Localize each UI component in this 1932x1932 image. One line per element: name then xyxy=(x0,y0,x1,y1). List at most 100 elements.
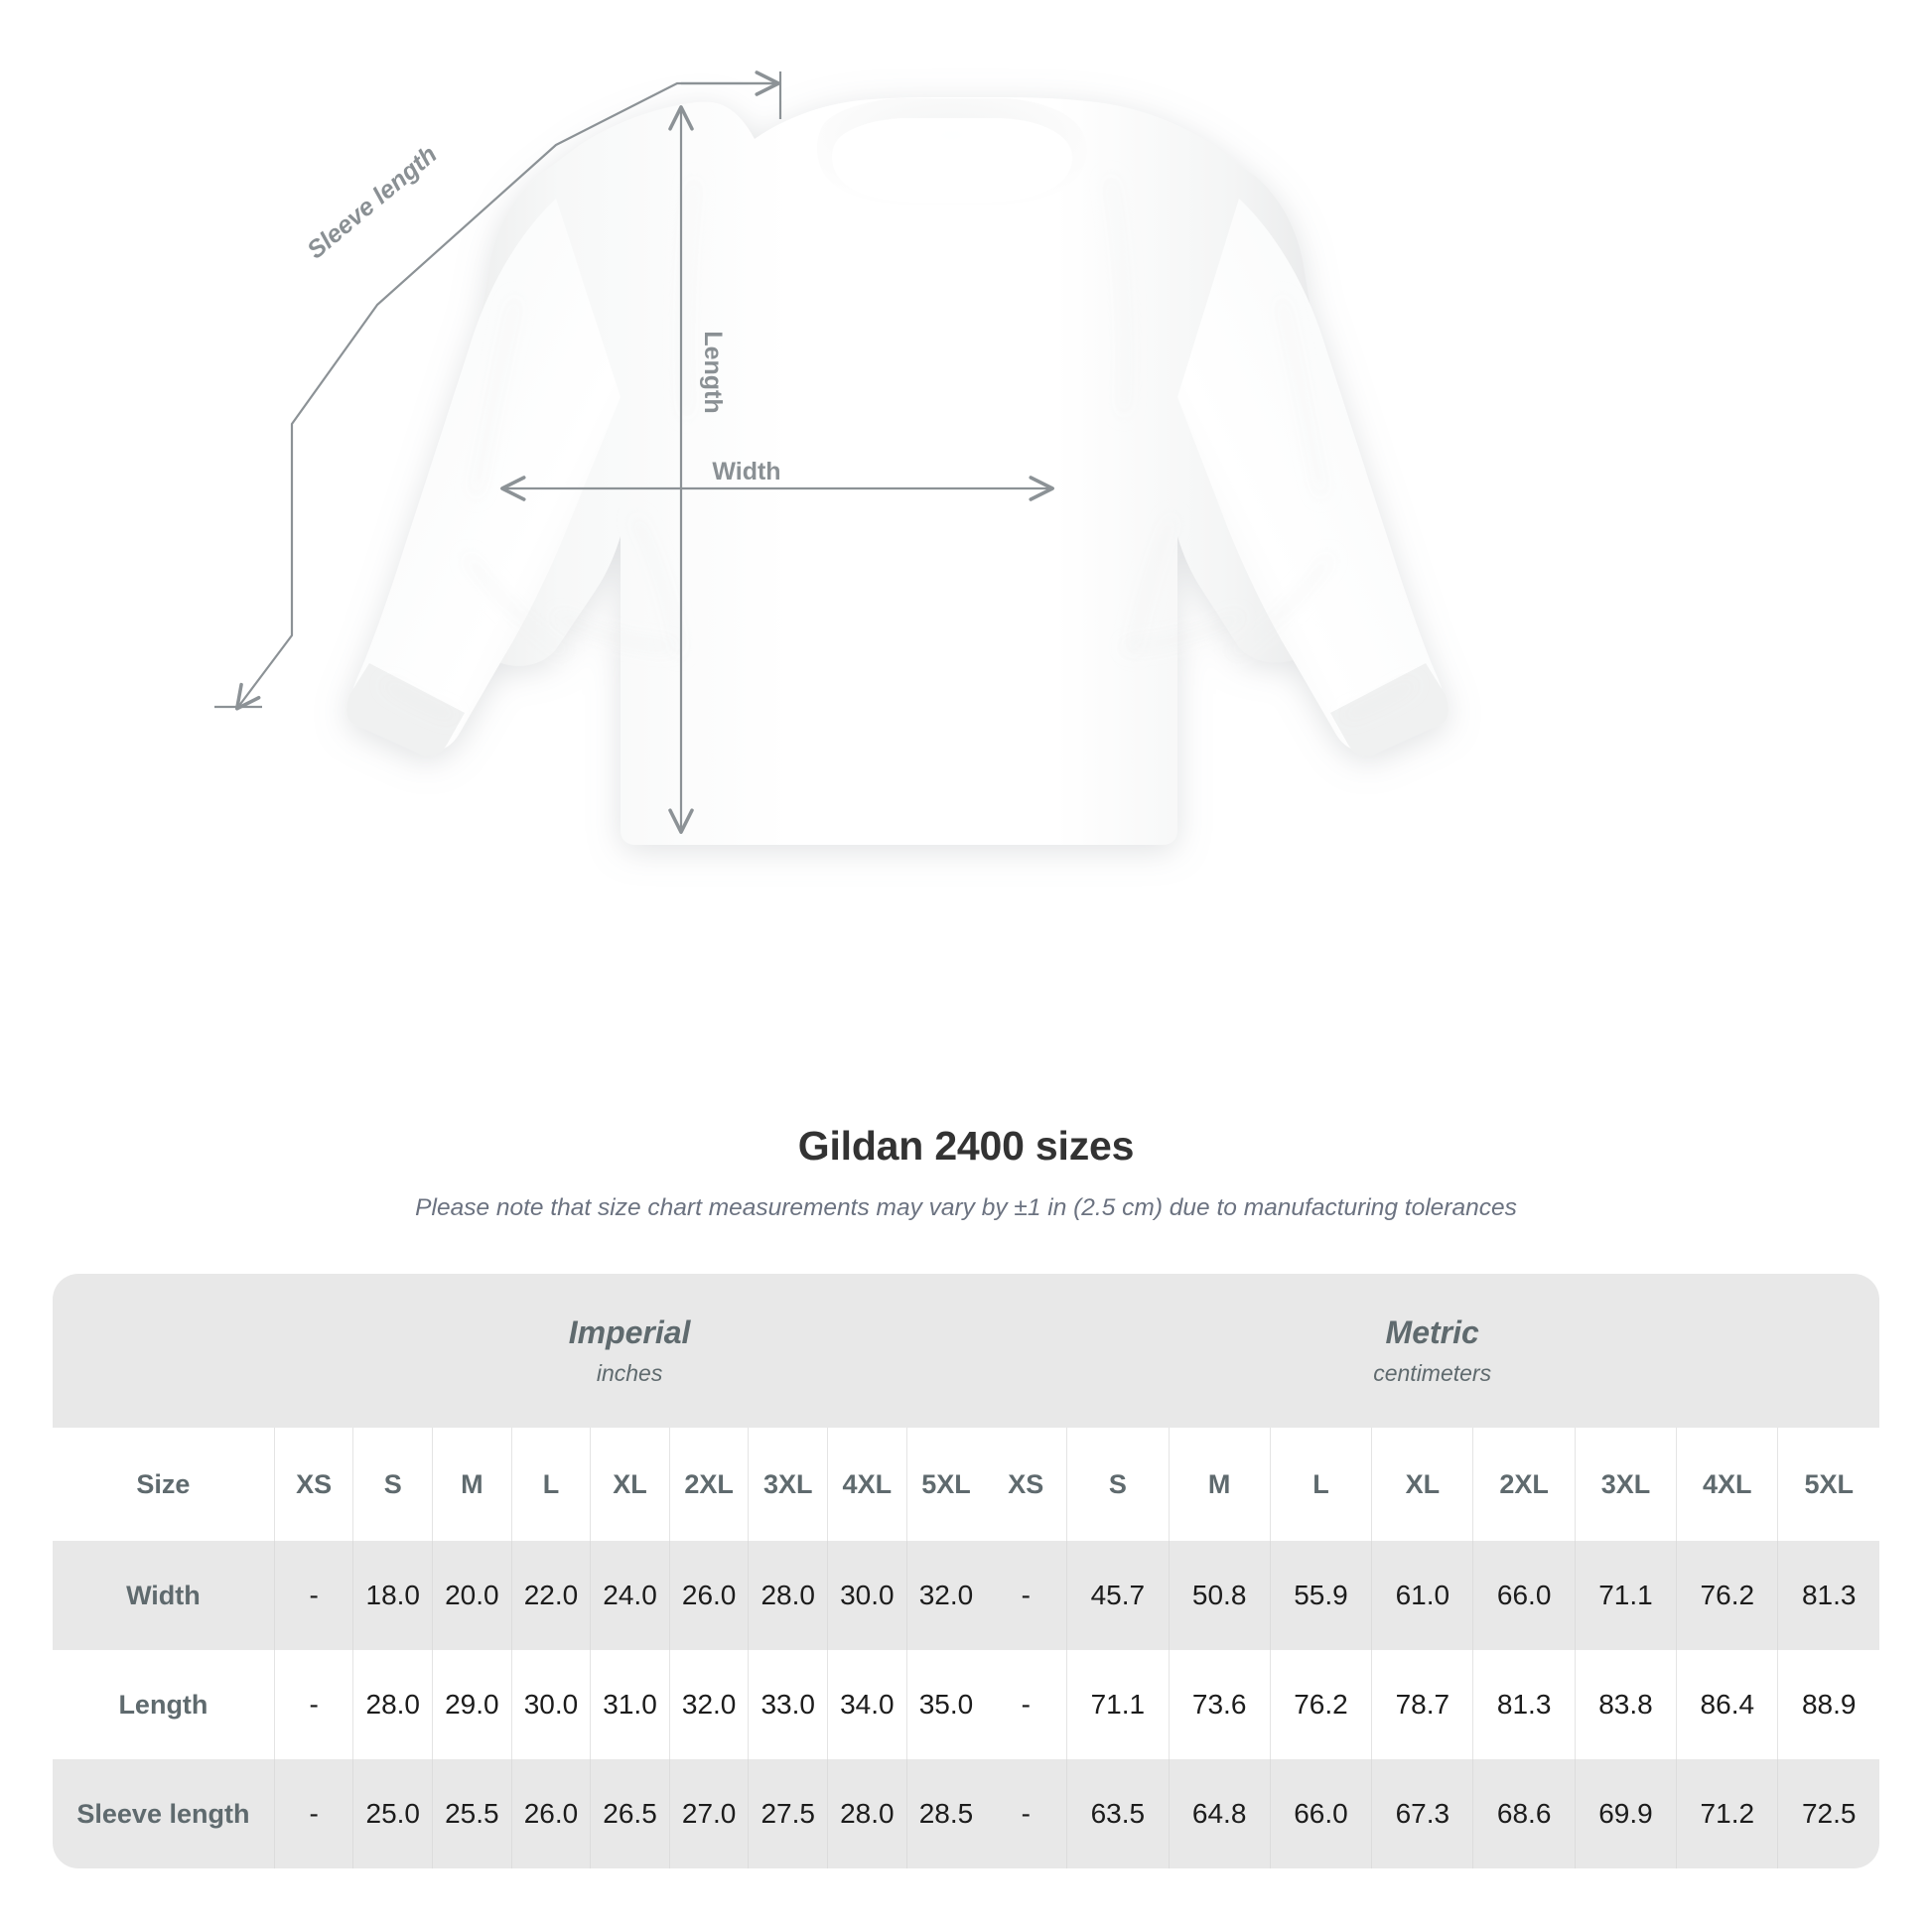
size-header-imp-4xl: 4XL xyxy=(827,1428,906,1541)
unit-group-imperial: Imperial inches xyxy=(273,1274,986,1428)
unit-corner-spacer xyxy=(53,1274,274,1428)
sleeve-length-label: Sleeve length xyxy=(302,140,442,264)
cell-sleeve-met-xs: - xyxy=(985,1759,1067,1868)
unit-header-row: Imperial inches Metric centimeters xyxy=(53,1274,1879,1428)
length-label: Length xyxy=(699,331,727,413)
unit-group-metric: Metric centimeters xyxy=(985,1274,1879,1428)
cell-width-imp-xl: 24.0 xyxy=(590,1541,669,1650)
size-header-imp-5xl: 5XL xyxy=(905,1428,986,1541)
cell-width-met-4xl: 76.2 xyxy=(1676,1541,1778,1650)
size-header-row: Size XS S M L XL 2XL 3XL 4XL 5XL XS S M … xyxy=(53,1428,1879,1541)
cell-length-imp-xs: - xyxy=(273,1650,353,1759)
cell-sleeve-met-5xl: 72.5 xyxy=(1777,1759,1879,1868)
sleeve-length-guide xyxy=(234,81,782,711)
size-header-imp-2xl: 2XL xyxy=(668,1428,749,1541)
cell-sleeve-imp-5xl: 28.5 xyxy=(905,1759,986,1868)
cell-sleeve-met-s: 63.5 xyxy=(1066,1759,1169,1868)
row-label-width: Width xyxy=(53,1541,274,1650)
unit-name-imperial: Imperial xyxy=(568,1314,691,1351)
cell-sleeve-imp-3xl: 27.5 xyxy=(748,1759,828,1868)
size-header-imp-xs: XS xyxy=(273,1428,353,1541)
size-header-imp-3xl: 3XL xyxy=(748,1428,828,1541)
row-label-sleeve-length: Sleeve length xyxy=(53,1759,274,1868)
cell-sleeve-imp-l: 26.0 xyxy=(510,1759,591,1868)
shirt-graphic xyxy=(346,97,1449,845)
page-subtitle: Please note that size chart measurements… xyxy=(415,1194,1517,1222)
cell-width-imp-3xl: 28.0 xyxy=(748,1541,828,1650)
cell-width-met-l: 55.9 xyxy=(1269,1541,1372,1650)
unit-sub-metric: centimeters xyxy=(1373,1360,1492,1387)
cell-width-met-2xl: 66.0 xyxy=(1472,1541,1575,1650)
size-chart-table: Imperial inches Metric centimeters Size … xyxy=(53,1274,1879,1868)
cell-width-imp-xs: - xyxy=(273,1541,353,1650)
cell-length-met-3xl: 83.8 xyxy=(1574,1650,1677,1759)
cell-sleeve-imp-xl: 26.5 xyxy=(590,1759,669,1868)
size-chart-table-wrap: Imperial inches Metric centimeters Size … xyxy=(53,1274,1879,1868)
cell-width-imp-s: 18.0 xyxy=(352,1541,433,1650)
cell-sleeve-imp-2xl: 27.0 xyxy=(668,1759,749,1868)
cell-length-met-l: 76.2 xyxy=(1269,1650,1372,1759)
cell-width-met-xl: 61.0 xyxy=(1371,1541,1473,1650)
size-header-met-2xl: 2XL xyxy=(1472,1428,1575,1541)
cell-sleeve-imp-s: 25.0 xyxy=(352,1759,433,1868)
measurement-guides xyxy=(214,70,1054,834)
cell-width-imp-2xl: 26.0 xyxy=(668,1541,749,1650)
cell-width-met-xs: - xyxy=(985,1541,1067,1650)
cell-length-imp-l: 30.0 xyxy=(510,1650,591,1759)
cell-length-met-5xl: 88.9 xyxy=(1777,1650,1879,1759)
cell-sleeve-met-m: 64.8 xyxy=(1168,1759,1270,1868)
cell-width-met-3xl: 71.1 xyxy=(1574,1541,1677,1650)
size-header-met-l: L xyxy=(1269,1428,1372,1541)
size-header-met-5xl: 5XL xyxy=(1777,1428,1879,1541)
cell-length-imp-3xl: 33.0 xyxy=(748,1650,828,1759)
cell-length-imp-4xl: 34.0 xyxy=(827,1650,906,1759)
width-label: Width xyxy=(712,458,780,485)
cell-length-imp-5xl: 35.0 xyxy=(905,1650,986,1759)
unit-name-metric: Metric xyxy=(1385,1314,1479,1351)
table-row: Width - 18.0 20.0 22.0 24.0 26.0 28.0 30… xyxy=(53,1541,1879,1650)
cell-length-imp-2xl: 32.0 xyxy=(668,1650,749,1759)
size-header-imp-xl: XL xyxy=(590,1428,669,1541)
cell-width-imp-m: 20.0 xyxy=(432,1541,511,1650)
cell-length-met-m: 73.6 xyxy=(1168,1650,1270,1759)
cell-sleeve-met-2xl: 68.6 xyxy=(1472,1759,1575,1868)
cell-length-imp-xl: 31.0 xyxy=(590,1650,669,1759)
cell-length-met-xl: 78.7 xyxy=(1371,1650,1473,1759)
cell-length-met-xs: - xyxy=(985,1650,1067,1759)
size-header-met-xl: XL xyxy=(1371,1428,1473,1541)
cell-length-met-2xl: 81.3 xyxy=(1472,1650,1575,1759)
garment-illustration: Sleeve length Length Width xyxy=(0,0,1932,894)
cell-width-imp-5xl: 32.0 xyxy=(905,1541,986,1650)
size-header-met-3xl: 3XL xyxy=(1574,1428,1677,1541)
cell-length-met-4xl: 86.4 xyxy=(1676,1650,1778,1759)
cell-length-imp-s: 28.0 xyxy=(352,1650,433,1759)
size-header-imp-m: M xyxy=(432,1428,511,1541)
cell-length-imp-m: 29.0 xyxy=(432,1650,511,1759)
cell-sleeve-met-l: 66.0 xyxy=(1269,1759,1372,1868)
unit-sub-imperial: inches xyxy=(596,1360,663,1387)
cell-sleeve-met-4xl: 71.2 xyxy=(1676,1759,1778,1868)
size-label: Size xyxy=(53,1428,274,1541)
cell-sleeve-imp-m: 25.5 xyxy=(432,1759,511,1868)
cell-width-met-5xl: 81.3 xyxy=(1777,1541,1879,1650)
cell-sleeve-met-xl: 67.3 xyxy=(1371,1759,1473,1868)
cell-sleeve-imp-xs: - xyxy=(273,1759,353,1868)
page-title: Gildan 2400 sizes xyxy=(797,1123,1135,1169)
cell-sleeve-imp-4xl: 28.0 xyxy=(827,1759,906,1868)
size-header-met-m: M xyxy=(1168,1428,1270,1541)
row-label-length: Length xyxy=(53,1650,274,1759)
size-header-met-4xl: 4XL xyxy=(1676,1428,1778,1541)
cell-length-met-s: 71.1 xyxy=(1066,1650,1169,1759)
size-header-imp-l: L xyxy=(510,1428,591,1541)
size-header-met-xs: XS xyxy=(985,1428,1067,1541)
size-header-imp-s: S xyxy=(352,1428,433,1541)
table-row: Length - 28.0 29.0 30.0 31.0 32.0 33.0 3… xyxy=(53,1650,1879,1759)
cell-sleeve-met-3xl: 69.9 xyxy=(1574,1759,1677,1868)
cell-width-met-s: 45.7 xyxy=(1066,1541,1169,1650)
cell-width-imp-4xl: 30.0 xyxy=(827,1541,906,1650)
size-header-met-s: S xyxy=(1066,1428,1169,1541)
table-row: Sleeve length - 25.0 25.5 26.0 26.5 27.0… xyxy=(53,1759,1879,1868)
cell-width-imp-l: 22.0 xyxy=(510,1541,591,1650)
cell-width-met-m: 50.8 xyxy=(1168,1541,1270,1650)
